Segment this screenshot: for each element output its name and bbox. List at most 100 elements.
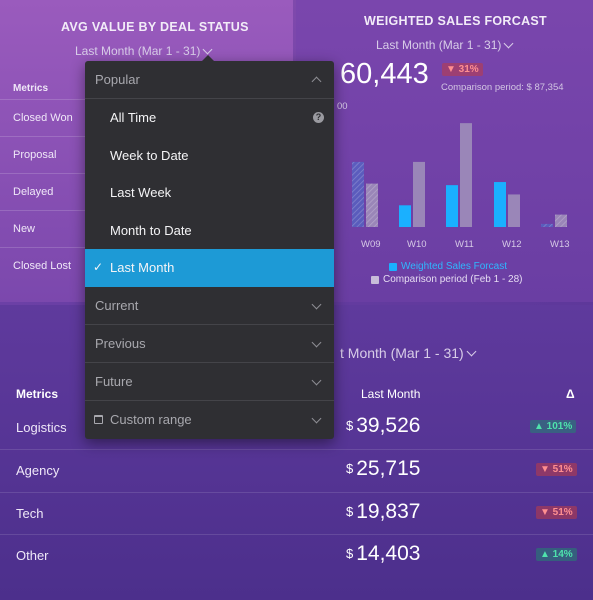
- row-value-number: 14,403: [356, 542, 421, 565]
- metrics-header: Metrics: [13, 83, 49, 94]
- option-month-to-date[interactable]: Month to Date: [85, 212, 334, 250]
- avg-value-period-select[interactable]: Last Month (Mar 1 - 31): [75, 44, 213, 58]
- weighted-sales-panel: WEIGHTED SALES FORCAST Last Month (Mar 1…: [296, 0, 593, 302]
- option-label: Week to Date: [110, 147, 189, 163]
- row-value: $19,837: [346, 500, 420, 524]
- group-previous[interactable]: Previous: [85, 325, 334, 363]
- option-label: Last Week: [110, 185, 172, 200]
- col-header-metrics: Metrics: [16, 387, 59, 401]
- help-icon[interactable]: ?: [313, 112, 324, 123]
- option-last-week[interactable]: Last Week: [85, 174, 334, 212]
- bar-hatch-overlay: [555, 214, 567, 227]
- period-select-label: t Month (Mar 1 - 31): [340, 345, 464, 361]
- chevron-down-icon: [503, 38, 514, 48]
- week-label-w10: W10: [407, 239, 427, 250]
- option-label: Month to Date: [110, 222, 192, 238]
- row-value-number: 39,526: [356, 414, 421, 437]
- col-header-delta: Δ: [566, 387, 575, 401]
- row-delta-badge: ▼ 51%: [536, 506, 577, 519]
- row-delta-badge: ▲ 14%: [536, 548, 577, 561]
- chevron-down-icon: [311, 413, 322, 423]
- bar-hatch-overlay: [352, 161, 364, 227]
- row-metric-name: Logistics: [16, 420, 67, 435]
- currency-symbol: $: [346, 504, 354, 519]
- group-label: Current: [95, 297, 139, 313]
- row-metric-name: Tech: [16, 506, 44, 521]
- bar-weighted-sales-w11[interactable]: [446, 185, 458, 227]
- bar-weighted-sales-w12[interactable]: [494, 182, 506, 227]
- row-metric-name: Other: [16, 548, 49, 563]
- weighted-sales-period-select[interactable]: Last Month (Mar 1 - 31): [376, 38, 514, 52]
- group-current[interactable]: Current: [85, 287, 334, 325]
- metric-row-new: New: [0, 210, 85, 247]
- option-all-time[interactable]: All Time ?: [85, 99, 334, 137]
- weighted-sales-delta-badge: ▼ 31%: [442, 63, 483, 76]
- group-future[interactable]: Future: [85, 363, 334, 401]
- option-label: Last Month: [110, 260, 175, 275]
- option-last-month[interactable]: ✓ Last Month: [85, 249, 334, 287]
- row-delta-badge: ▲ 101%: [530, 420, 577, 433]
- metric-row-closed-lost: Closed Lost: [0, 247, 85, 284]
- bar-hatch-overlay: [366, 183, 378, 227]
- option-label: All Time: [110, 110, 157, 125]
- avg-value-title: AVG VALUE BY DEAL STATUS: [61, 20, 249, 34]
- group-label: Previous: [95, 335, 146, 351]
- group-popular[interactable]: Popular: [85, 61, 334, 99]
- table-row: Logistics $39,526 ▲ 101%: [0, 407, 593, 450]
- legend-weighted-sales[interactable]: Weighted Sales Forcast: [389, 261, 507, 272]
- calendar-icon: [94, 414, 103, 424]
- metric-label: New: [13, 223, 36, 235]
- row-value: $25,715: [346, 457, 420, 481]
- weighted-sales-value: 60,443: [340, 58, 429, 90]
- metric-label: Closed Won: [13, 112, 73, 124]
- row-delta-badge: ▼ 51%: [536, 463, 577, 476]
- bar-comparison-w12[interactable]: [508, 194, 520, 227]
- period-select-label: Last Month (Mar 1 - 31): [75, 44, 201, 58]
- row-metric-name: Agency: [16, 463, 60, 478]
- metric-label: Delayed: [13, 186, 54, 198]
- group-label: Custom range: [110, 411, 192, 427]
- chevron-up-icon: [311, 76, 322, 87]
- legend-label: Comparison period (Feb 1 - 28): [383, 274, 523, 285]
- group-label: Popular: [95, 72, 140, 87]
- table-row: Other $14,403 ▲ 14%: [0, 534, 593, 577]
- chevron-down-icon: [311, 337, 322, 347]
- bar-weighted-sales-w10[interactable]: [399, 205, 411, 227]
- row-value: $14,403: [346, 542, 420, 566]
- legend-swatch: [371, 275, 379, 284]
- chevron-down-icon: [202, 44, 213, 54]
- col-header-last-month: Last Month: [361, 387, 421, 401]
- bar-comparison-w10[interactable]: [413, 161, 425, 227]
- row-value-number: 19,837: [356, 500, 421, 523]
- table-row: Agency $25,715 ▼ 51%: [0, 449, 593, 492]
- group-custom-range[interactable]: Custom range: [85, 401, 334, 439]
- currency-symbol: $: [346, 461, 354, 476]
- row-value: $39,526: [346, 414, 420, 438]
- weighted-sales-chart: 00: [337, 101, 567, 227]
- bar-hatch-overlay: [541, 223, 553, 227]
- chevron-down-icon: [311, 375, 322, 385]
- period-select-label: Last Month (Mar 1 - 31): [376, 38, 502, 52]
- comparison-period-text: Comparison period: $ 87,354: [441, 82, 564, 93]
- week-label-w11: W11: [455, 239, 474, 250]
- week-label-w09: W09: [361, 239, 381, 250]
- week-label-w12: W12: [502, 239, 522, 250]
- option-week-to-date[interactable]: Week to Date: [85, 137, 334, 175]
- checkmark-icon: ✓: [93, 260, 104, 274]
- bar-comparison-w11[interactable]: [460, 123, 472, 227]
- chevron-down-icon: [466, 346, 477, 356]
- currency-symbol: $: [346, 546, 354, 561]
- currency-symbol: $: [346, 418, 354, 433]
- week-label-w13: W13: [550, 239, 570, 250]
- table-row: Tech $19,837 ▼ 51%: [0, 492, 593, 535]
- date-range-dropdown: Popular All Time ? Week to Date Last Wee…: [85, 55, 334, 439]
- legend-swatch: [389, 262, 397, 271]
- y-axis-tick-label: 00: [337, 101, 348, 112]
- legend-label: Weighted Sales Forcast: [401, 261, 507, 272]
- metric-row-proposal: Proposal: [0, 136, 85, 173]
- metric-label: Proposal: [13, 149, 57, 161]
- legend-comparison[interactable]: Comparison period (Feb 1 - 28): [371, 274, 523, 285]
- metric-label: Closed Lost: [13, 260, 72, 272]
- bottom-period-select[interactable]: t Month (Mar 1 - 31): [340, 345, 477, 361]
- chevron-down-icon: [311, 299, 322, 309]
